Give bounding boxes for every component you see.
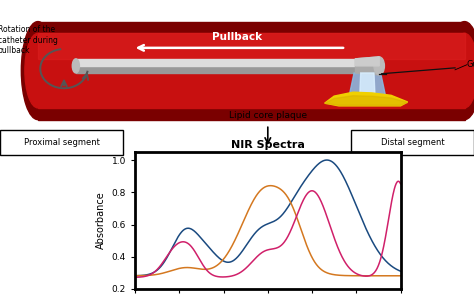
Y-axis label: Absorbance: Absorbance bbox=[96, 192, 106, 250]
Polygon shape bbox=[38, 22, 465, 120]
Text: Guidewire: Guidewire bbox=[467, 60, 474, 69]
Text: Lipid core plaque: Lipid core plaque bbox=[229, 111, 307, 120]
Polygon shape bbox=[38, 33, 465, 108]
Ellipse shape bbox=[21, 22, 55, 120]
FancyBboxPatch shape bbox=[0, 130, 123, 155]
Text: Distal segment: Distal segment bbox=[381, 138, 444, 147]
Ellipse shape bbox=[72, 59, 80, 73]
Polygon shape bbox=[38, 33, 465, 59]
Polygon shape bbox=[76, 59, 358, 66]
Polygon shape bbox=[359, 73, 375, 104]
Polygon shape bbox=[325, 92, 408, 106]
Polygon shape bbox=[356, 57, 379, 75]
Polygon shape bbox=[325, 96, 408, 105]
FancyBboxPatch shape bbox=[351, 130, 474, 155]
Polygon shape bbox=[347, 73, 387, 104]
Text: Pullback: Pullback bbox=[212, 32, 262, 42]
Text: Rotation of the
catheter during
pullback: Rotation of the catheter during pullback bbox=[0, 25, 57, 55]
Ellipse shape bbox=[448, 22, 474, 120]
Ellipse shape bbox=[25, 33, 51, 108]
Ellipse shape bbox=[374, 57, 384, 75]
Title: NIR Spectra: NIR Spectra bbox=[231, 140, 305, 150]
Polygon shape bbox=[356, 57, 379, 66]
Polygon shape bbox=[76, 66, 358, 73]
Text: Proximal segment: Proximal segment bbox=[24, 138, 100, 147]
Ellipse shape bbox=[451, 33, 474, 108]
